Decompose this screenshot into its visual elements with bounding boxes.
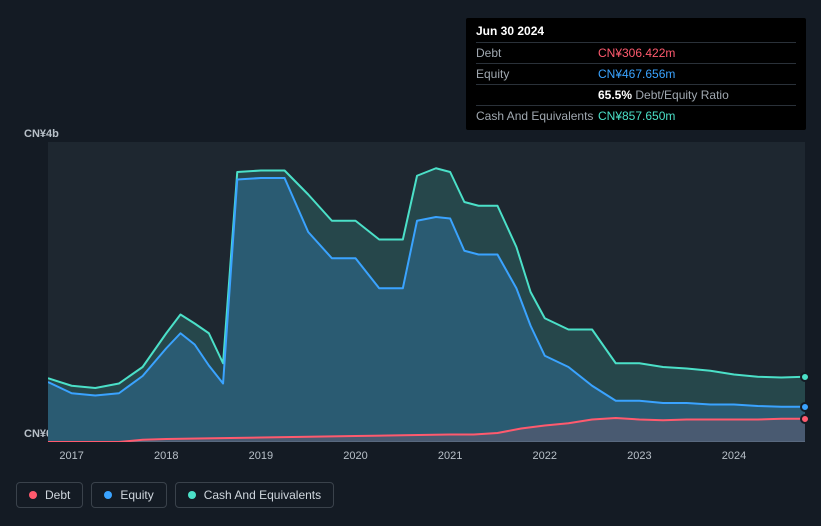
legend: Debt Equity Cash And Equivalents (16, 482, 334, 508)
tooltip-row-label: Debt (476, 46, 598, 60)
legend-swatch (29, 491, 37, 499)
legend-label: Debt (45, 488, 70, 502)
legend-item[interactable]: Cash And Equivalents (175, 482, 334, 508)
tooltip-row-value: 65.5% Debt/Equity Ratio (598, 88, 796, 102)
tooltip-row: Cash And EquivalentsCN¥857.650m (476, 105, 796, 126)
series-end-dot (800, 414, 810, 424)
series-end-dot (800, 402, 810, 412)
tooltip-row-value: CN¥306.422m (598, 46, 796, 60)
legend-label: Cash And Equivalents (204, 488, 321, 502)
chart-area[interactable] (16, 142, 805, 442)
y-axis-top-label: CN¥4b (24, 128, 59, 140)
chart-tooltip: Jun 30 2024 DebtCN¥306.422mEquityCN¥467.… (466, 18, 806, 130)
legend-item[interactable]: Equity (91, 482, 166, 508)
series-end-dot (800, 372, 810, 382)
tooltip-row-label (476, 88, 598, 102)
legend-item[interactable]: Debt (16, 482, 83, 508)
tooltip-date: Jun 30 2024 (476, 24, 796, 42)
x-tick: 2019 (249, 450, 273, 462)
x-tick: 2021 (438, 450, 462, 462)
tooltip-row-label: Cash And Equivalents (476, 109, 598, 123)
x-tick: 2024 (722, 450, 746, 462)
x-tick: 2022 (533, 450, 557, 462)
x-tick: 2018 (154, 450, 178, 462)
tooltip-row-value: CN¥857.650m (598, 109, 796, 123)
x-tick: 2023 (627, 450, 651, 462)
tooltip-row: EquityCN¥467.656m (476, 63, 796, 84)
legend-swatch (104, 491, 112, 499)
legend-swatch (188, 491, 196, 499)
legend-label: Equity (120, 488, 153, 502)
x-tick: 2020 (343, 450, 367, 462)
tooltip-row-label: Equity (476, 67, 598, 81)
x-axis: 2017 2018 2019 2020 2021 2022 2023 2024 (16, 450, 805, 468)
tooltip-row: DebtCN¥306.422m (476, 42, 796, 63)
plot-svg (48, 142, 805, 442)
x-tick: 2017 (59, 450, 83, 462)
tooltip-row-value: CN¥467.656m (598, 67, 796, 81)
tooltip-row: 65.5% Debt/Equity Ratio (476, 84, 796, 105)
